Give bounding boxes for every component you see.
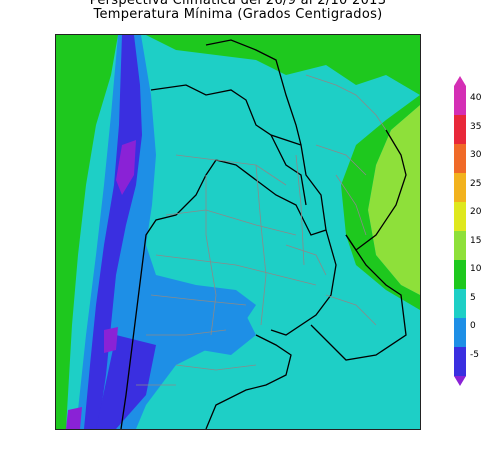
colorbar-swatches <box>454 86 466 377</box>
colorbar-swatch <box>454 347 466 377</box>
colorbar-top-arrow <box>454 76 466 86</box>
temperature-map <box>55 34 421 430</box>
map-canvas <box>56 35 420 429</box>
uruguay-west-border <box>270 229 337 336</box>
colorbar-tick-label: 20 <box>470 207 482 218</box>
colorbar-swatch <box>454 231 466 261</box>
paraguay-border <box>270 134 307 206</box>
colorbar-tick-label: 0 <box>470 321 476 332</box>
colorbar-tick-label: -5 <box>470 350 479 360</box>
title-line-1: Perspectiva Climática del 26/9 al 2/10 2… <box>89 0 387 8</box>
coldest-spot-south <box>66 407 82 429</box>
uruguay-border <box>310 234 407 361</box>
colorbar-tick-label: 25 <box>470 178 482 189</box>
coldest-spot-central <box>104 327 118 353</box>
colorbar-tick-label: 5 <box>470 292 476 303</box>
colorbar-tick-label: 40 <box>470 93 482 103</box>
north-warm-region <box>146 35 420 95</box>
colorbar-tick-label: 30 <box>470 150 482 161</box>
colorbar-tick-label: 35 <box>470 121 482 132</box>
colorbar-swatch <box>454 260 466 290</box>
colorbar-swatch <box>454 173 466 203</box>
cool-patch <box>201 315 256 355</box>
colorbar-graphic <box>454 76 466 386</box>
cold-band-below-0 <box>84 35 142 429</box>
legend-colorbar: 40 35 30 25 20 15 10 5 0 -5 <box>450 76 490 386</box>
coldest-spot-north <box>116 140 136 195</box>
colorbar-tick-label: 15 <box>470 235 482 246</box>
atlantic-warm-region <box>368 105 420 295</box>
country-borders <box>120 39 407 429</box>
colorbar-tick-label: 10 <box>470 264 482 275</box>
colorbar-swatch <box>454 202 466 232</box>
province-borders <box>136 74 387 386</box>
bolivia-paraguay-border <box>205 39 302 146</box>
argentina-chile-border <box>120 84 327 429</box>
colorbar-swatch <box>454 318 466 348</box>
pacific-warm-region <box>56 35 118 429</box>
colorbar-swatch <box>454 115 466 145</box>
coast-buenos-aires <box>205 334 292 429</box>
colorbar-swatch <box>454 289 466 319</box>
colorbar-swatch <box>454 86 466 116</box>
brazil-south-coast <box>345 129 407 251</box>
colorbar-swatch <box>454 144 466 174</box>
colorbar-bottom-arrow <box>454 376 466 386</box>
title-line-2: Temperatura Mínima (Grados Centigrados) <box>93 7 383 22</box>
cold-patagonia <box>96 335 156 429</box>
map-title: Perspectiva Climática del 26/9 al 2/10 2… <box>0 0 476 22</box>
